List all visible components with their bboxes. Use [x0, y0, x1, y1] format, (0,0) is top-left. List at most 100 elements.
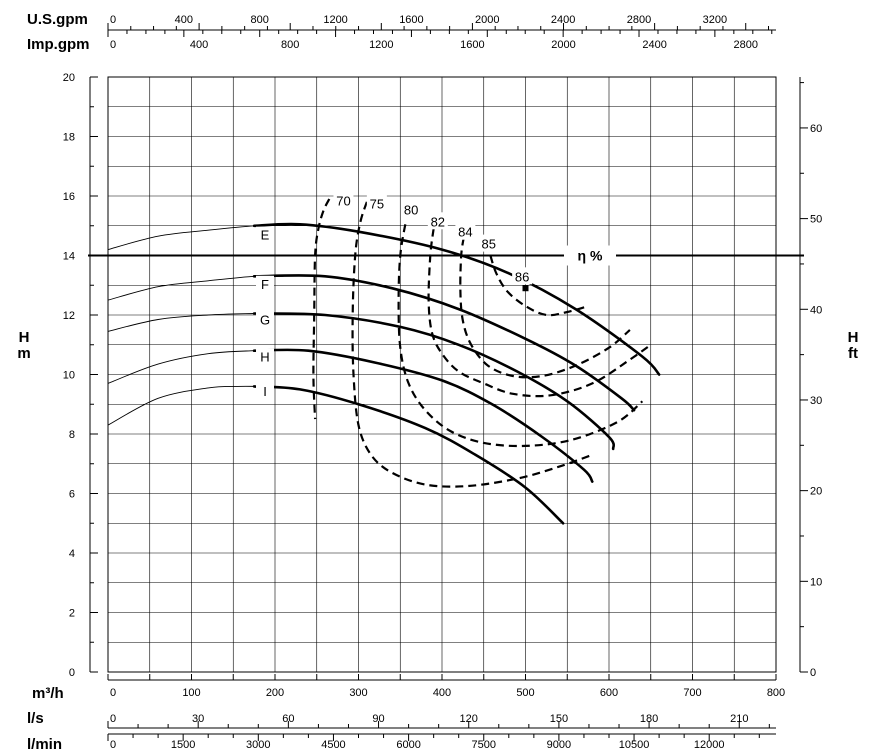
x-axis-tick-label: 700 [683, 687, 701, 699]
secondary-axis-tick-label: 7500 [472, 739, 496, 751]
head-curve-i [252, 385, 565, 525]
head-curve-label: G [260, 312, 270, 327]
left-axis-tick-label: 0 [69, 667, 75, 679]
secondary-axis-tick-label: 30 [192, 713, 204, 725]
x-axis-tick-label: 100 [182, 687, 200, 699]
secondary-axis-tick-label: 3200 [703, 14, 727, 26]
efficiency-curve-84 [459, 237, 631, 379]
secondary-axis-tick-label: 90 [372, 713, 384, 725]
head-curve-e [252, 222, 661, 376]
efficiency-curves [312, 198, 652, 488]
secondary-axis-tick-label: 3000 [246, 739, 270, 751]
head-curve-h-thin [107, 350, 271, 384]
head-curve-label: H [260, 350, 269, 365]
efficiency-label-box [564, 245, 616, 266]
secondary-axis-tick-label: 120 [460, 713, 478, 725]
efficiency-label-bg [427, 212, 448, 230]
secondary-axis-tick-label: 2400 [551, 14, 575, 26]
right-axis-tick-label: 20 [810, 486, 822, 498]
secondary-axis-tick-label: 0 [110, 39, 116, 51]
x-axis-unit-label: m³/h [32, 685, 64, 702]
secondary-axis-tick-label: 400 [175, 14, 193, 26]
efficiency-label-bg [478, 234, 499, 252]
curve-label-bg [256, 275, 274, 292]
secondary-axis-tick-label: 2800 [627, 14, 651, 26]
left-axis-unit-label: H [19, 329, 30, 346]
left-axis-tick-label: 12 [63, 310, 75, 322]
efficiency-label-bg [401, 200, 422, 218]
efficiency-label-bg [366, 194, 387, 212]
efficiency-curve-label: 85 [482, 237, 496, 252]
efficiency-curve-label: 75 [370, 196, 384, 211]
efficiency-label-bg [333, 191, 354, 209]
head-curve-f [252, 274, 636, 412]
secondary-axis-tick-label: 1600 [460, 39, 484, 51]
right-axis-tick-label: 50 [810, 214, 822, 226]
secondary-axis-tick-label: 0 [110, 739, 116, 751]
chart-grid [108, 77, 776, 672]
x-axis-tick-label: 300 [349, 687, 367, 699]
secondary-axis-unit-label: l/s [27, 710, 44, 727]
secondary-axis-tick-label: 1200 [323, 14, 347, 26]
right-axis-tick-label: 0 [810, 667, 816, 679]
right-axis-unit-label: H [848, 329, 859, 346]
secondary-axis-tick-label: 60 [282, 713, 294, 725]
secondary-axis-tick-label: 12000 [694, 739, 725, 751]
head-curve-label: I [263, 384, 267, 399]
left-axis-unit-label-2: m [17, 345, 30, 362]
secondary-axis-tick-label: 0 [110, 713, 116, 725]
head-curve-g [252, 312, 616, 451]
efficiency-curve-70 [312, 198, 331, 420]
secondary-axis-tick-label: 210 [730, 713, 748, 725]
left-axis-tick-label: 10 [63, 370, 75, 382]
efficiency-curve-label: 80 [404, 202, 418, 217]
left-axis-tick-label: 2 [69, 608, 75, 620]
plot-area-border [107, 76, 777, 673]
x-axis-tick-label: 200 [266, 687, 284, 699]
right-axis-tick-label: 60 [810, 123, 822, 135]
curve-label-bg [256, 311, 274, 328]
secondary-axis-tick-label: 180 [640, 713, 658, 725]
secondary-axis-tick-label: 150 [550, 713, 568, 725]
efficiency-label-bg [512, 267, 533, 285]
efficiency-curve-label: 70 [336, 193, 350, 208]
efficiency-axis-label: η % [578, 248, 603, 264]
efficiency-curve-75 [351, 201, 593, 488]
efficiency-label-bg [455, 222, 476, 240]
head-curve-i-thin [107, 385, 259, 426]
secondary-axis-tick-label: 10500 [619, 739, 650, 751]
right-axis-tick-label: 40 [810, 304, 822, 316]
efficiency-curve-label: 84 [458, 225, 472, 240]
efficiency-point-label: 86 [515, 269, 529, 284]
x-axis-tick-label: 400 [433, 687, 451, 699]
curve-label-bg [256, 226, 274, 243]
secondary-axis-unit-label: l/min [27, 736, 62, 753]
left-axis-tick-label: 20 [63, 72, 75, 84]
efficiency-point-86 [522, 285, 529, 292]
secondary-axis-tick-label: 1600 [399, 14, 423, 26]
secondary-axis-tick-label: 6000 [396, 739, 420, 751]
curve-label-bg [256, 348, 274, 365]
secondary-axis-tick-label: 400 [190, 39, 208, 51]
right-axis-tick-label: 10 [810, 576, 822, 588]
secondary-axis-tick-label: 4500 [321, 739, 345, 751]
plot-frame [107, 76, 777, 673]
efficiency-curve-label: 82 [431, 214, 445, 229]
x-axis-tick-label: 600 [600, 687, 618, 699]
secondary-axis-tick-label: 2800 [733, 39, 757, 51]
secondary-axis-tick-label: 2000 [475, 14, 499, 26]
head-curves [107, 222, 661, 525]
secondary-axis-tick-label: 2000 [551, 39, 575, 51]
left-axis-tick-label: 4 [69, 548, 75, 560]
secondary-axis-tick-label: 800 [251, 14, 269, 26]
curve-labels: E F G H I 70 75 80 82 84 85 86 η % [256, 191, 616, 399]
secondary-axis-tick-label: 0 [110, 14, 116, 26]
left-axis-tick-label: 18 [63, 132, 75, 144]
efficiency-curve-85 [489, 255, 589, 317]
head-curve-h [252, 348, 594, 483]
right-axis-unit-label-2: ft [848, 345, 858, 362]
left-axis-tick-label: 16 [63, 191, 75, 203]
x-axis-tick-label: 500 [516, 687, 534, 699]
left-axis-tick-label: 14 [63, 251, 75, 263]
